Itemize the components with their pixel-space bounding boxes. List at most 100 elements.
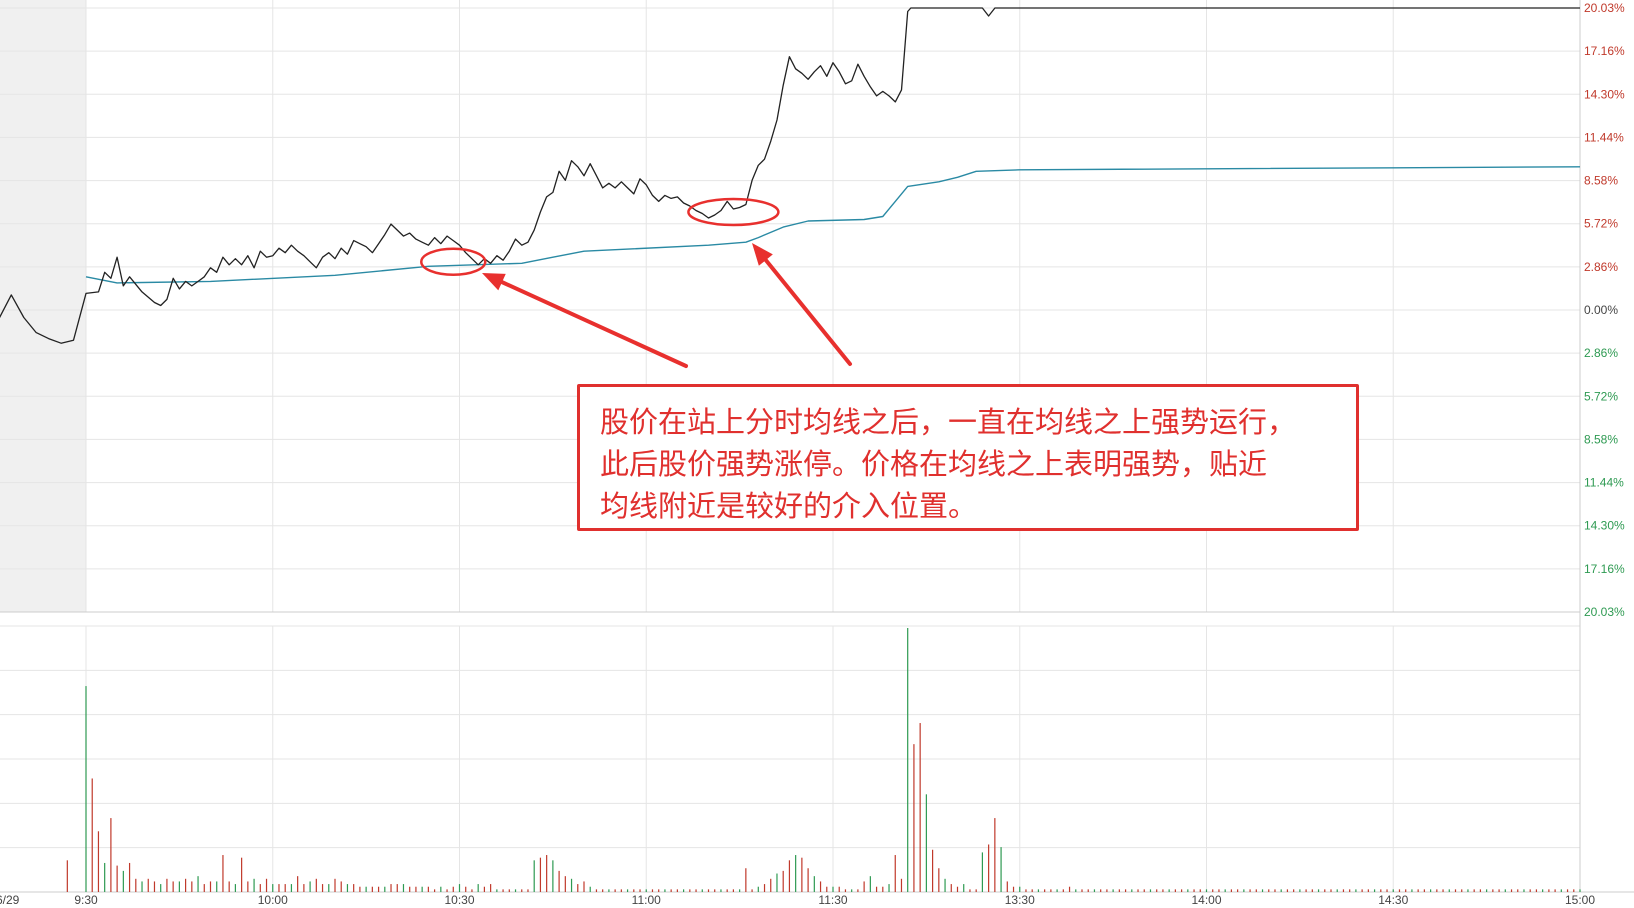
volume-bar xyxy=(695,889,697,892)
volume-bar xyxy=(265,878,268,892)
volume-bar xyxy=(1417,889,1419,892)
volume-bar xyxy=(1044,889,1046,892)
volume-bar xyxy=(1162,889,1164,892)
volume-bar xyxy=(1361,889,1363,892)
volume-bar xyxy=(483,886,485,892)
volume-bar xyxy=(651,889,654,892)
volume-bar xyxy=(297,876,299,892)
y-tick-label: 14.30% xyxy=(1584,519,1625,533)
volume-bar xyxy=(658,889,660,892)
y-tick-label: 5.72% xyxy=(1584,217,1618,231)
volume-bar xyxy=(664,889,666,892)
volume-bar xyxy=(390,884,392,892)
volume-bar xyxy=(278,884,280,892)
arrow-shaft xyxy=(500,280,688,368)
volume-bar xyxy=(1380,889,1382,892)
volume-bar xyxy=(739,889,741,892)
volume-bar xyxy=(1510,889,1513,892)
y-tick-label: 20.03% xyxy=(1584,605,1625,619)
volume-bar xyxy=(1187,889,1189,892)
volume-bar xyxy=(720,889,722,892)
volume-bar xyxy=(1342,889,1345,892)
volume-bar xyxy=(290,884,293,892)
volume-bar xyxy=(1255,889,1257,892)
volume-bar xyxy=(1261,889,1264,892)
y-tick-label: 20.03% xyxy=(1584,1,1625,15)
volume-bar xyxy=(1293,889,1295,892)
volume-bar xyxy=(446,889,448,892)
volume-bar xyxy=(1367,889,1369,892)
volume-bar xyxy=(1448,889,1450,892)
volume-bar xyxy=(969,889,971,892)
y-tick-label: 17.16% xyxy=(1584,44,1625,58)
volume-bar xyxy=(670,889,672,892)
highlight-ellipse-1 xyxy=(420,247,487,277)
volume-bar xyxy=(328,884,330,892)
volume-bar xyxy=(1181,889,1183,892)
volume-bar xyxy=(216,881,218,892)
volume-bar xyxy=(1504,889,1506,892)
volume-bar xyxy=(925,794,927,892)
volume-bar xyxy=(1168,889,1170,892)
volume-bar xyxy=(496,889,498,892)
volume-bar xyxy=(801,857,803,892)
volume-bar xyxy=(857,889,859,892)
volume-bar xyxy=(1454,889,1457,892)
volume-bar xyxy=(583,881,585,892)
volume-bar xyxy=(1355,889,1357,892)
volume-bar xyxy=(346,884,349,892)
volume-bar xyxy=(1317,889,1320,892)
callout-line-2: 此后股价强势涨停。价格在均线之上表明强势，贴近 xyxy=(600,447,1268,481)
volume-bar xyxy=(900,878,903,892)
volume-bar xyxy=(626,889,629,892)
volume-bar xyxy=(938,868,940,892)
volume-bar xyxy=(863,881,865,892)
volume-bar xyxy=(1019,886,1021,892)
volume-bar xyxy=(1075,889,1077,892)
volume-bar xyxy=(1299,889,1301,892)
volume-bar xyxy=(1542,889,1544,892)
volume-bar xyxy=(147,878,149,892)
volume-bar xyxy=(888,884,890,892)
volume-bar xyxy=(502,889,504,892)
volume-bar xyxy=(527,889,529,892)
volume-bar xyxy=(172,881,174,892)
volume-bar xyxy=(359,886,361,892)
y-tick-label: 8.58% xyxy=(1584,432,1618,446)
volume-bar xyxy=(85,686,87,892)
volume-bar xyxy=(919,723,921,892)
volume-bar xyxy=(209,881,212,892)
volume-bar xyxy=(1398,889,1401,892)
volume-bar xyxy=(365,886,367,892)
volume-bar xyxy=(552,860,554,892)
volume-bar xyxy=(745,868,747,892)
highlight-ellipse-2 xyxy=(687,197,780,227)
volume-bar xyxy=(490,884,492,892)
volume-bar xyxy=(1442,889,1444,892)
volume-bar xyxy=(813,876,815,892)
volume-bar xyxy=(1305,889,1307,892)
volume-bar xyxy=(782,870,784,892)
volume-bar xyxy=(191,881,193,892)
volume-bar xyxy=(284,884,286,892)
volume-bar xyxy=(259,884,261,892)
volume-bar xyxy=(1517,889,1519,892)
volume-bar xyxy=(913,744,915,892)
volume-bar xyxy=(570,878,573,892)
y-tick-label: 2.86% xyxy=(1584,346,1618,360)
y-tick-label: 2.86% xyxy=(1584,260,1618,274)
arrow-to-ellipse-1 xyxy=(482,273,688,368)
x-tick-label: 11:30 xyxy=(818,893,847,907)
volume-bar xyxy=(1205,889,1208,892)
volume-bar xyxy=(676,889,678,892)
volume-bar xyxy=(1081,889,1083,892)
volume-bar xyxy=(614,889,616,892)
volume-bar xyxy=(396,884,398,892)
volume-bar xyxy=(869,876,871,892)
volume-bar xyxy=(907,628,909,892)
volume-bar xyxy=(564,876,566,892)
volume-bar xyxy=(434,889,436,892)
volume-bar xyxy=(415,886,417,892)
volume-bar xyxy=(726,889,728,892)
volume-bar xyxy=(770,878,772,892)
